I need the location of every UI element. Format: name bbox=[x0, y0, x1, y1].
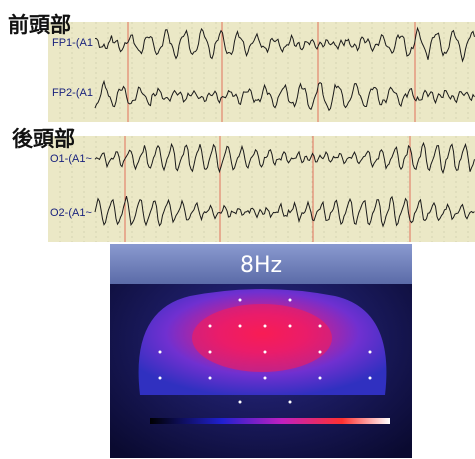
channel-label: FP1-(A1 bbox=[52, 37, 93, 49]
hot-spot bbox=[192, 304, 332, 372]
electrode bbox=[319, 351, 322, 354]
electrode bbox=[319, 377, 322, 380]
topography-title: 8Hz bbox=[240, 253, 282, 278]
electrode bbox=[319, 325, 322, 328]
electrode bbox=[289, 299, 292, 302]
electrode bbox=[239, 401, 242, 404]
channel-label: FP2-(A1 bbox=[52, 87, 93, 99]
electrode bbox=[239, 299, 242, 302]
section-title: 後頭部 bbox=[12, 127, 75, 151]
electrode bbox=[264, 325, 267, 328]
electrode bbox=[369, 377, 372, 380]
electrode bbox=[289, 401, 292, 404]
electrode bbox=[159, 351, 162, 354]
channel-label: O2-(A1~ bbox=[50, 207, 92, 219]
electrode bbox=[239, 325, 242, 328]
section-title: 前頭部 bbox=[8, 13, 71, 37]
electrode bbox=[159, 377, 162, 380]
figure: 前頭部 FP1-(A1 FP2-(A1 後頭部 O1-(A1~ O2-(A1~ … bbox=[0, 0, 475, 459]
electrode bbox=[264, 377, 267, 380]
electrode bbox=[369, 351, 372, 354]
electrode bbox=[264, 351, 267, 354]
channel-label: O1-(A1~ bbox=[50, 153, 92, 165]
eeg-panels bbox=[48, 22, 475, 242]
electrode bbox=[289, 325, 292, 328]
electrode bbox=[209, 325, 212, 328]
electrode bbox=[209, 377, 212, 380]
electrode bbox=[209, 351, 212, 354]
color-bar bbox=[150, 418, 390, 424]
